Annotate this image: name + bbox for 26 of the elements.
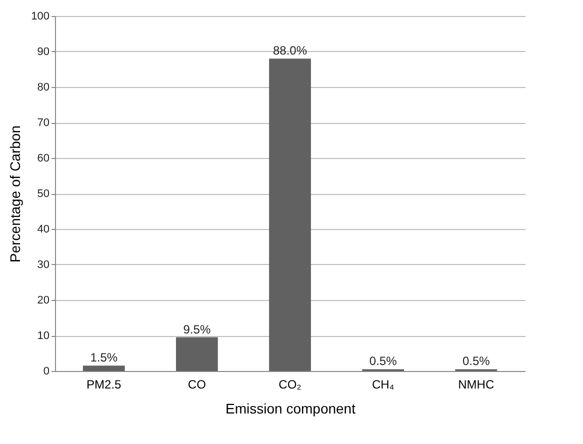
y-tick-label: 70 [37,117,50,129]
y-tick-label: 10 [37,330,50,342]
x-tick-label: CO [188,378,206,392]
y-tick-label: 30 [37,259,50,271]
y-tick-label: 50 [37,188,50,200]
x-tick-label: PM2.5 [86,378,122,392]
bar [176,337,218,371]
y-axis-title: Percentage of Carbon [7,126,24,262]
x-axis-title: Emission component [226,400,356,416]
data-label: 0.5% [462,354,490,368]
y-tick-label: 90 [37,46,50,58]
y-tick-label: 80 [37,82,50,94]
bar [82,366,125,371]
data-label: 1.5% [90,350,118,365]
x-tick-label: NMHC [458,378,494,392]
y-tick-label: 100 [31,10,50,22]
bar [269,58,311,371]
data-label: 88.0% [272,44,308,58]
y-tick-label: 60 [37,152,50,164]
y-tick-label: 0 [43,366,50,378]
data-label: 0.5% [369,354,398,368]
y-tick-label: 40 [37,224,50,236]
x-tick-label: CO₂ [278,378,302,392]
data-label: 9.5% [183,322,211,336]
y-tick-label: 20 [37,294,50,306]
x-tick-label: CH₄ [372,378,394,392]
